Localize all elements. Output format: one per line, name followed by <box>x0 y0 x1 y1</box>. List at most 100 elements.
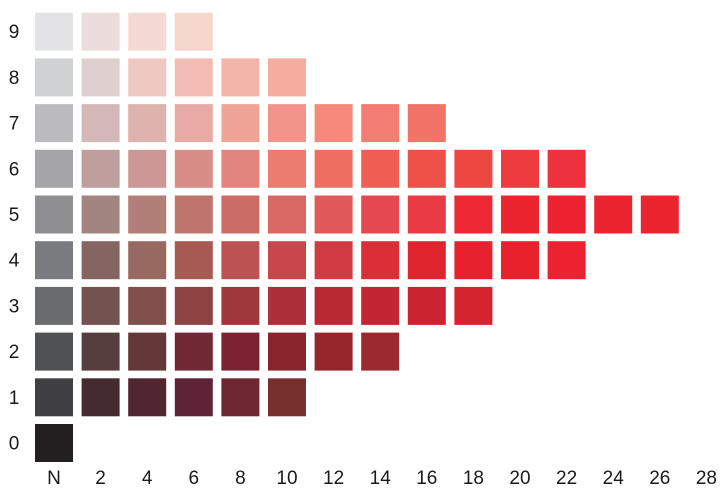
x-axis-tick-labels: N 2 4 6 8 10 12 14 16 18 20 22 24 26 28 <box>47 468 717 489</box>
color-cell-row2-col6 <box>314 332 353 371</box>
color-cell-row2-col2 <box>128 332 167 371</box>
color-cell-row3-col9 <box>454 286 493 325</box>
color-cell-row6-col3 <box>174 149 213 188</box>
color-cell-row7-col1 <box>81 104 120 143</box>
color-cell-row7-col8 <box>407 104 446 143</box>
color-cell-row6-col5 <box>268 149 306 188</box>
x-tick-label: 20 <box>509 468 530 489</box>
color-cell-row1-col4 <box>221 378 260 417</box>
color-cell-row6-col0 <box>35 149 73 188</box>
color-cell-row4-col6 <box>314 241 353 280</box>
color-cell-row7-col0 <box>35 104 73 143</box>
color-cell-row7-col7 <box>361 104 400 143</box>
color-cell-row1-col2 <box>128 378 167 417</box>
y-tick-label: 3 <box>9 296 20 317</box>
color-cell-row3-col7 <box>361 286 400 325</box>
color-cell-row5-col3 <box>174 195 213 234</box>
color-cell-row9-col3 <box>174 12 213 51</box>
color-cell-row1-col1 <box>81 378 120 417</box>
color-cell-row8-col4 <box>221 58 260 97</box>
x-tick-label: 16 <box>416 468 437 489</box>
color-cell-row3-col1 <box>81 286 120 325</box>
color-cell-row1-col5 <box>268 378 306 417</box>
color-cell-row4-col9 <box>454 241 493 280</box>
color-cell-row8-col0 <box>35 58 73 97</box>
color-cell-row4-col7 <box>361 241 400 280</box>
color-cell-row8-col3 <box>174 58 213 97</box>
color-cell-row2-col0 <box>35 332 73 371</box>
color-cell-row2-col5 <box>268 332 306 371</box>
color-cell-row6-col7 <box>361 149 400 188</box>
color-cell-row3-col6 <box>314 286 353 325</box>
color-cell-row5-col7 <box>361 195 400 234</box>
x-tick-label: 2 <box>95 468 106 489</box>
color-cell-row7-col3 <box>174 104 213 143</box>
y-tick-label: 6 <box>9 159 20 180</box>
y-tick-label: 5 <box>9 205 20 226</box>
color-cell-row5-col6 <box>314 195 353 234</box>
x-tick-label: 26 <box>649 468 670 489</box>
color-cell-row6-col4 <box>221 149 260 188</box>
y-tick-label: 0 <box>9 434 20 455</box>
color-cell-row2-col1 <box>81 332 120 371</box>
color-cell-row3-col4 <box>221 286 260 325</box>
x-tick-label: 10 <box>276 468 297 489</box>
color-cell-row9-col0 <box>35 12 73 51</box>
color-cell-row7-col6 <box>314 104 353 143</box>
y-tick-label: 4 <box>9 251 20 272</box>
color-cell-row4-col1 <box>81 241 120 280</box>
x-tick-label: 18 <box>463 468 484 489</box>
color-cell-row8-col1 <box>81 58 120 97</box>
color-cell-row3-col8 <box>407 286 446 325</box>
y-tick-label: 7 <box>9 114 20 135</box>
x-tick-label: N <box>47 468 61 489</box>
color-cell-row4-col3 <box>174 241 213 280</box>
color-cell-row4-col10 <box>501 241 539 280</box>
color-cell-row0-col0 <box>35 424 73 462</box>
color-cell-row9-col1 <box>81 12 120 51</box>
color-cell-row5-col5 <box>268 195 306 234</box>
color-cell-row5-col0 <box>35 195 73 234</box>
chart-cells <box>35 12 679 462</box>
color-cell-row3-col3 <box>174 286 213 325</box>
color-cell-row1-col0 <box>35 378 73 417</box>
x-tick-label: 12 <box>323 468 344 489</box>
color-cell-row4-col11 <box>547 241 586 280</box>
color-cell-row4-col8 <box>407 241 446 280</box>
color-cell-row1-col3 <box>174 378 213 417</box>
color-cell-row6-col1 <box>81 149 120 188</box>
color-cell-row6-col6 <box>314 149 353 188</box>
x-tick-label: 24 <box>603 468 625 489</box>
y-tick-label: 9 <box>9 22 20 43</box>
color-cell-row6-col11 <box>547 149 586 188</box>
x-tick-label: 8 <box>235 468 246 489</box>
color-cell-row7-col2 <box>128 104 167 143</box>
color-cell-row2-col4 <box>221 332 260 371</box>
y-tick-label: 2 <box>9 342 20 363</box>
color-cell-row5-col4 <box>221 195 260 234</box>
color-cell-row5-col12 <box>594 195 633 234</box>
x-tick-label: 14 <box>370 468 392 489</box>
y-tick-label: 1 <box>9 388 20 409</box>
color-cell-row3-col0 <box>35 286 73 325</box>
color-cell-row5-col13 <box>640 195 679 234</box>
color-cell-row8-col5 <box>268 58 306 97</box>
color-cell-row7-col5 <box>268 104 306 143</box>
color-cell-row5-col10 <box>501 195 539 234</box>
color-cell-row2-col3 <box>174 332 213 371</box>
color-cell-row6-col9 <box>454 149 493 188</box>
color-cell-row5-col11 <box>547 195 586 234</box>
x-tick-label: 6 <box>189 468 200 489</box>
color-cell-row5-col8 <box>407 195 446 234</box>
color-cell-row6-col2 <box>128 149 167 188</box>
x-tick-label: 28 <box>696 468 717 489</box>
color-cell-row2-col7 <box>361 332 400 371</box>
y-axis-tick-labels: 0 1 2 3 4 5 6 7 8 9 <box>9 22 20 454</box>
color-cell-row4-col0 <box>35 241 73 280</box>
x-tick-label: 4 <box>142 468 153 489</box>
color-cell-row8-col2 <box>128 58 167 97</box>
y-tick-label: 8 <box>9 68 20 89</box>
color-cell-row7-col4 <box>221 104 260 143</box>
color-cell-row3-col2 <box>128 286 167 325</box>
